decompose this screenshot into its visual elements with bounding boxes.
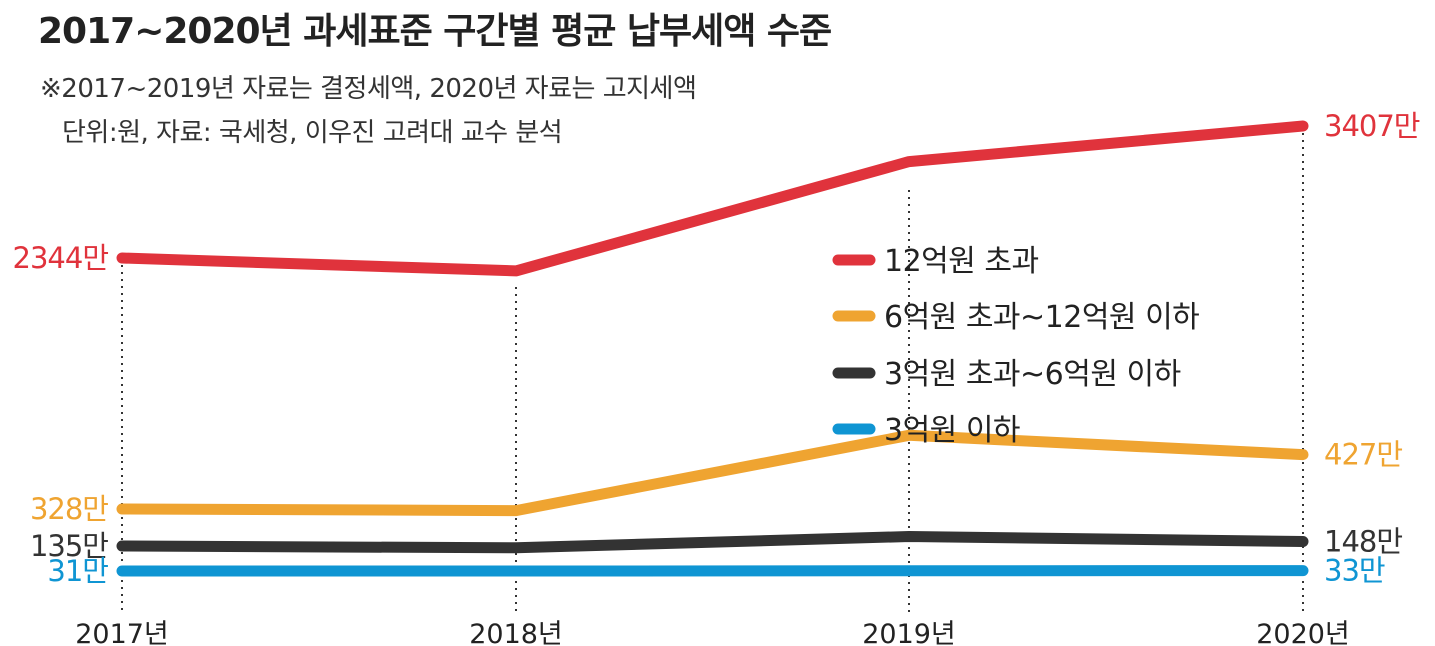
x-tick-label: 2018년 (469, 619, 563, 646)
data-label-end: 3407만 (1324, 109, 1420, 143)
data-label-start: 2344만 (13, 241, 109, 275)
data-label-start: 328만 (30, 492, 108, 526)
legend-label: 3억원 초과~6억원 이하 (884, 357, 1181, 392)
data-label-end: 427만 (1324, 438, 1402, 472)
x-tick-label: 2017년 (75, 619, 169, 646)
data-source-note: ※2017~2019년 자료는 결정세액, 2020년 자료는 고지세액 (40, 74, 697, 104)
x-tick-label: 2020년 (1256, 619, 1350, 646)
legend-label: 12억원 초과 (884, 244, 1039, 279)
data-label-end: 148만 (1324, 524, 1402, 558)
chart-title: 2017~2020년 과세표준 구간별 평균 납부세액 수준 (38, 11, 832, 52)
x-tick-label: 2019년 (862, 619, 956, 646)
legend-label: 3억원 이하 (884, 413, 1020, 448)
series-line (116, 429, 1309, 517)
legend-label: 6억원 초과~12억원 이하 (884, 300, 1199, 335)
data-label-end: 33만 (1324, 554, 1385, 588)
unit-source-note: 단위:원, 자료: 국세청, 이우진 고려대 교수 분석 (62, 118, 563, 148)
data-label-start: 31만 (47, 554, 108, 588)
series-line (116, 531, 1309, 554)
series-line (116, 120, 1309, 277)
data-label-start: 135만 (30, 529, 108, 563)
